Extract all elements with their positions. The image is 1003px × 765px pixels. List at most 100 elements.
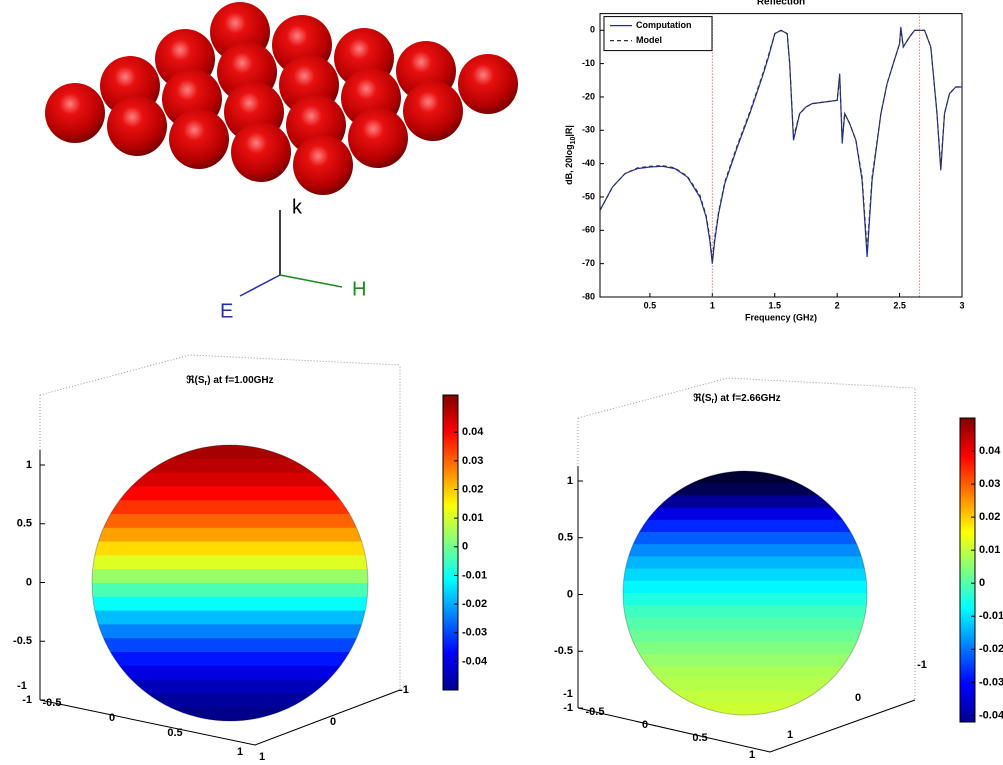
y-tick-label: -20 (582, 91, 595, 101)
x-tick-label: 0 (109, 712, 115, 724)
sphere-ball (169, 109, 229, 169)
surface-band (623, 580, 867, 594)
text-part: ℜ(S (186, 375, 204, 386)
sphere-ball (403, 81, 463, 141)
surface-band (623, 593, 867, 606)
surface-band (92, 472, 368, 487)
x-tick-label: 1 (237, 746, 243, 758)
surface-band (623, 666, 867, 679)
axes-box (577, 377, 916, 419)
surface-band (92, 527, 368, 543)
surface-band (92, 458, 368, 474)
y-tick-label: -10 (582, 58, 595, 68)
z-tick-label: 0 (26, 576, 32, 588)
surface-band (623, 556, 867, 570)
colorbar (959, 417, 976, 723)
colorbar-tick-label: 0.04 (462, 426, 484, 438)
surface-band (623, 544, 867, 557)
colorbar-tick-label: 0 (462, 541, 468, 553)
surface-band (92, 679, 368, 694)
y-tick-label: -1 (917, 659, 927, 671)
series-line (600, 29, 962, 261)
y-tick-label: 0 (330, 716, 336, 728)
colorbar-tick-label: -0.02 (979, 643, 1003, 655)
y-tick-label: -80 (582, 291, 595, 301)
z-tick-label: -1 (22, 694, 32, 706)
surface-band (92, 500, 368, 515)
sphere-shade (622, 470, 868, 716)
colorbar-tick-label: 0.01 (462, 512, 483, 524)
colorbar-tick-label: -0.04 (979, 709, 1003, 721)
surface-band (623, 483, 867, 496)
text-part: 10 (570, 137, 577, 145)
colorbar-tick-label: -0.04 (462, 655, 488, 667)
surface-band (623, 568, 867, 582)
surface-band (623, 519, 867, 533)
z-tick-label: 0 (567, 588, 573, 600)
y-tick-label: 1 (259, 751, 265, 763)
colorbar (442, 394, 459, 691)
surface-band (92, 693, 368, 708)
surface-band (92, 638, 368, 653)
text-part: r (204, 380, 207, 387)
legend-box (603, 16, 713, 52)
y-tick-label: 0 (590, 25, 595, 35)
x-tick-label: 1 (710, 300, 715, 310)
surface-band (92, 541, 368, 556)
x-tick-label: -1 (17, 680, 27, 692)
colorbar-tick-label: 0 (979, 577, 985, 589)
k-label: k (292, 196, 303, 218)
axes-edge (577, 699, 916, 753)
surface-band (623, 690, 867, 704)
surface-band (623, 629, 867, 643)
surface-band (623, 532, 867, 545)
surface-band (623, 471, 867, 484)
colorbar-tick-label: 0.02 (462, 483, 483, 495)
legend-label: Model (636, 35, 662, 45)
chart-title: ℜ(Sr) at f=1.00GHz (186, 375, 273, 387)
surface-band (92, 486, 368, 501)
x-tick-label: -1 (563, 688, 573, 700)
y-tick-label: 1 (787, 729, 793, 741)
colorbar-tick-label: 0.03 (462, 455, 483, 467)
x-tick-label: 3 (959, 300, 964, 310)
y-tick-label: -1 (399, 684, 409, 696)
surface-band (623, 617, 867, 631)
x-tick-label: 0.5 (692, 732, 707, 744)
surface-band (623, 678, 867, 692)
colorbar-tick-label: -0.01 (462, 569, 487, 581)
h-label: H (352, 278, 366, 300)
y-axis-label: dB, 20log10|R| (564, 125, 576, 185)
sphere-surface (623, 471, 867, 715)
text-part: ) at f=2.66GHz (714, 393, 780, 404)
surface-band (92, 624, 368, 639)
surface-band (92, 445, 368, 460)
sphere-ball (107, 96, 167, 156)
z-tick-label: 0.5 (17, 518, 32, 530)
text-part: |R| (564, 125, 574, 137)
chart-title: Reflection (757, 0, 805, 8)
y-tick-label: 0 (855, 692, 861, 704)
x-tick-label: 0.5 (644, 300, 657, 310)
colorbar-tick-label: -0.01 (979, 610, 1003, 622)
text-part: ℜ(S (693, 393, 711, 404)
surface-band (92, 610, 368, 625)
chart-title: ℜ(Sr) at f=2.66GHz (693, 393, 780, 405)
y-tick-label: -30 (582, 125, 595, 135)
e-label: E (220, 300, 233, 322)
text-part: dB, 20log (564, 144, 574, 185)
surface-band (623, 495, 867, 509)
colorbar-tick-label: 0.03 (979, 478, 1000, 490)
surface-band (623, 654, 867, 667)
sphere-ball (293, 135, 353, 195)
x-tick-label: 0 (642, 719, 648, 731)
sphere-array (45, 2, 518, 195)
colorbar-tick-label: 0.04 (979, 445, 1001, 457)
sphere-surface (92, 445, 368, 721)
sphere-shade (91, 444, 369, 722)
surface-band (623, 702, 867, 715)
z-tick-label: -0.5 (554, 645, 573, 657)
surface-band (92, 569, 368, 584)
x-tick-label: -0.5 (586, 706, 605, 718)
